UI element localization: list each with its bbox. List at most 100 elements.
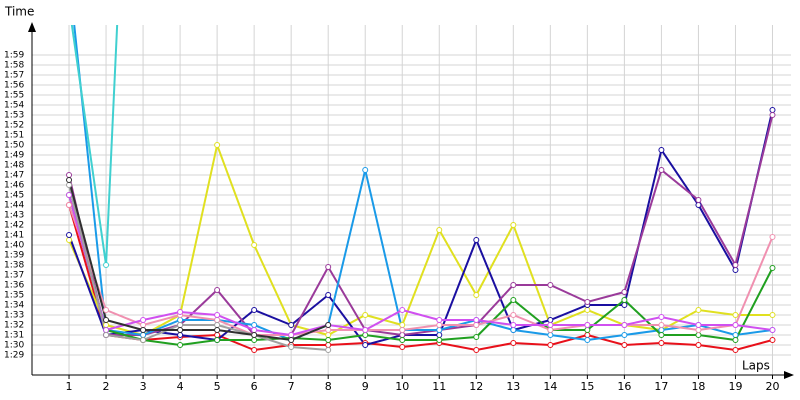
point [621, 302, 628, 308]
point [547, 317, 554, 323]
point [732, 347, 739, 353]
point [510, 282, 517, 288]
point [214, 337, 221, 343]
point [399, 307, 406, 313]
point [103, 262, 110, 268]
y-tick-label: 1:49 [4, 151, 24, 161]
y-axis-arrow [28, 22, 36, 32]
y-tick-label: 1:31 [4, 331, 24, 341]
point [66, 192, 73, 198]
y-tick-label: 1:51 [4, 131, 24, 141]
point [732, 262, 739, 268]
point [584, 299, 591, 305]
point [214, 142, 221, 148]
point [695, 327, 702, 333]
point [362, 342, 369, 348]
y-tick-label: 1:42 [4, 221, 24, 231]
point [66, 237, 73, 243]
point [251, 347, 258, 353]
point [103, 307, 110, 313]
point [621, 297, 628, 303]
y-tick-label: 1:56 [4, 81, 24, 91]
x-tick-label: 15 [580, 380, 594, 393]
point [325, 292, 332, 298]
point [621, 289, 628, 295]
series-line [68, 179, 329, 342]
point [325, 264, 332, 270]
point [769, 265, 776, 271]
point [584, 337, 591, 343]
point [436, 317, 443, 323]
y-tick-label: 1:43 [4, 211, 24, 221]
point [251, 327, 258, 333]
point [288, 337, 295, 343]
point [695, 197, 702, 203]
grid [32, 25, 791, 375]
point [621, 342, 628, 348]
point [103, 332, 110, 338]
point [140, 317, 147, 323]
point [547, 327, 554, 333]
point [251, 337, 258, 343]
point [325, 332, 332, 338]
x-tick-label: 4 [177, 380, 184, 393]
point [621, 332, 628, 338]
point [251, 322, 258, 328]
point [399, 344, 406, 350]
x-tick-label: 3 [140, 380, 147, 393]
y-tick-label: 1:57 [4, 71, 24, 81]
point [66, 202, 73, 208]
series-line [68, 109, 774, 347]
point [251, 332, 258, 338]
point [214, 287, 221, 293]
point [103, 317, 110, 323]
point [177, 309, 184, 315]
y-tick-label: 1:48 [4, 161, 24, 171]
point [510, 322, 517, 328]
point [214, 322, 221, 328]
point [769, 312, 776, 318]
x-tick-label: 7 [288, 380, 295, 393]
series-line [68, 194, 774, 347]
point [436, 327, 443, 333]
y-tick-label: 1:41 [4, 231, 24, 241]
point [325, 347, 332, 353]
point [288, 322, 295, 328]
point [251, 307, 258, 313]
y-tick-label: 1:32 [4, 321, 24, 331]
x-tick-label: 11 [432, 380, 446, 393]
x-tick-label: 19 [728, 380, 742, 393]
point [473, 322, 480, 328]
point [547, 322, 554, 328]
point [473, 237, 480, 243]
point [103, 322, 110, 328]
x-tick-label: 14 [543, 380, 557, 393]
y-tick-label: 1:45 [4, 191, 24, 201]
point [510, 340, 517, 346]
point [436, 337, 443, 343]
y-tick-label: 1:46 [4, 181, 24, 191]
point [362, 327, 369, 333]
point [103, 327, 110, 333]
point [769, 327, 776, 333]
point [473, 347, 480, 353]
point [362, 312, 369, 318]
point [732, 337, 739, 343]
point [658, 147, 665, 153]
point [695, 202, 702, 208]
y-tick-label: 1:58 [4, 61, 24, 71]
x-tick-label: 5 [214, 380, 221, 393]
point [769, 234, 776, 240]
x-tick-label: 6 [251, 380, 258, 393]
point [732, 332, 739, 338]
point [399, 337, 406, 343]
x-tick-label: 17 [654, 380, 668, 393]
point [362, 167, 369, 173]
y-tick-label: 1:37 [4, 271, 24, 281]
y-tick-label: 1:59 [4, 51, 24, 61]
y-tick-label: 1:47 [4, 171, 24, 181]
point [325, 342, 332, 348]
point [658, 314, 665, 320]
